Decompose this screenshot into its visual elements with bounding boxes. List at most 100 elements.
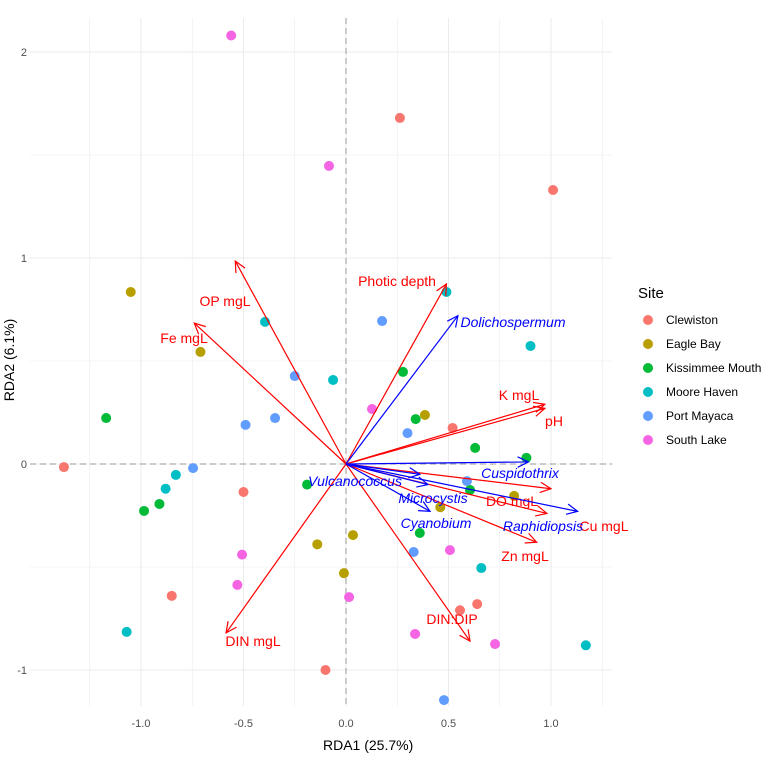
- env-arrow: [345, 407, 546, 465]
- env-arrowhead: [535, 505, 549, 517]
- species-label: Cuspidothrix: [481, 465, 560, 481]
- env-arrow: [345, 403, 546, 465]
- species-arrow: [345, 463, 420, 475]
- species-arrow: [345, 315, 459, 465]
- point-moore-haven: [476, 563, 487, 574]
- point-clewiston: [166, 590, 177, 601]
- point-clewiston: [394, 112, 405, 123]
- point-eagle-bay: [435, 502, 446, 513]
- env-arrowhead: [539, 481, 553, 494]
- species-arrowhead: [446, 314, 459, 328]
- point-clewiston: [238, 487, 249, 498]
- legend-label: Eagle Bay: [666, 337, 721, 351]
- point-south-lake: [410, 628, 421, 639]
- point-port-mayaca: [377, 316, 388, 327]
- legend-key: [643, 363, 653, 373]
- species-arrow: [345, 463, 429, 486]
- species-arrow: [345, 463, 578, 512]
- env-label: OP mgL: [199, 293, 250, 309]
- x-tick-label: 1.0: [543, 718, 558, 730]
- species-arrowhead: [408, 467, 422, 479]
- env-arrow: [345, 463, 471, 642]
- point-kissimmee-mouth: [154, 498, 165, 509]
- point-eagle-bay: [195, 346, 206, 357]
- point-eagle-bay: [312, 539, 323, 550]
- x-axis-label: RDA1 (25.7%): [323, 737, 413, 753]
- legend-label: Clewiston: [666, 313, 718, 327]
- species-label: Dolichospermum: [460, 314, 565, 330]
- y-tick-label: 2: [21, 47, 27, 59]
- env-label: K mgL: [499, 387, 540, 403]
- legend: Clewiston Eagle Bay Kissimmee Mouth Moore H…: [643, 313, 761, 447]
- env-arrow: [234, 260, 347, 465]
- x-tick-label: 0.0: [338, 718, 353, 730]
- point-port-mayaca: [270, 413, 281, 424]
- species-arrowhead: [517, 456, 530, 468]
- point-south-lake: [367, 403, 378, 414]
- legend-label: Port Mayaca: [666, 409, 734, 423]
- species-arrow: [345, 461, 529, 465]
- env-arrowhead: [225, 620, 237, 635]
- species-arrowhead: [416, 476, 430, 488]
- legend-key: [643, 387, 653, 397]
- point-port-mayaca: [402, 428, 413, 439]
- species-arrowhead: [418, 501, 432, 513]
- y-tick-label: 0: [21, 459, 27, 471]
- legend-key: [643, 411, 653, 421]
- point-south-lake: [344, 592, 355, 603]
- point-moore-haven: [580, 640, 591, 651]
- point-eagle-bay: [125, 286, 136, 297]
- x-tick-label: -0.5: [234, 718, 253, 730]
- species-label: Cyanobium: [401, 515, 472, 531]
- point-clewiston: [472, 599, 483, 610]
- env-arrowhead: [193, 322, 206, 335]
- point-south-lake: [444, 545, 455, 556]
- env-label: DIN mgL: [225, 633, 280, 649]
- point-moore-haven: [160, 483, 171, 494]
- point-south-lake: [323, 160, 334, 171]
- point-kissimmee-mouth: [470, 442, 481, 453]
- point-clewiston: [548, 185, 559, 196]
- legend-key: [643, 435, 653, 445]
- legend-key: [643, 315, 653, 325]
- point-kissimmee-mouth: [139, 505, 150, 516]
- species-label: Raphidiopsis: [503, 518, 583, 534]
- point-eagle-bay: [347, 530, 358, 541]
- point-south-lake: [490, 639, 501, 650]
- x-tick-label: 0.5: [441, 718, 456, 730]
- point-clewiston: [320, 665, 331, 675]
- legend-label: Moore Haven: [666, 385, 738, 399]
- point-kissimmee-mouth: [410, 414, 421, 425]
- env-label: pH: [545, 413, 563, 429]
- point-kissimmee-mouth: [101, 413, 112, 424]
- point-clewiston: [447, 422, 458, 433]
- env-label: Zn mgL: [501, 548, 549, 564]
- env-label: DIN:DIP: [426, 611, 477, 627]
- axis-ticks: -1.0 -0.5 0.0 0.5 1.0 -1 0 1 2: [17, 47, 558, 730]
- env-arrow: [193, 322, 347, 465]
- point-eagle-bay: [419, 409, 430, 420]
- point-moore-haven: [525, 340, 536, 351]
- env-label: Fe mgL: [160, 330, 208, 346]
- env-arrowhead: [532, 405, 547, 417]
- env-arrow: [225, 463, 347, 634]
- species-arrow: [345, 463, 431, 512]
- arrows: Photic depth OP mgL Fe mgL K mgL pH DO mgL Cu …: [160, 259, 629, 649]
- env-arrowhead: [234, 259, 246, 274]
- legend-key: [643, 339, 653, 349]
- species-label: Vulcanococcus: [308, 473, 402, 489]
- env-arrow: [345, 283, 447, 465]
- point-port-mayaca: [188, 463, 199, 474]
- grid: [30, 18, 612, 706]
- env-label: DO mgL: [486, 493, 538, 509]
- point-port-mayaca: [240, 419, 251, 430]
- point-kissimmee-mouth: [414, 528, 425, 539]
- env-arrowhead: [436, 282, 448, 296]
- legend-label: South Lake: [666, 433, 727, 447]
- point-south-lake: [232, 579, 243, 590]
- env-arrow: [345, 463, 552, 490]
- point-eagle-bay: [338, 568, 349, 579]
- env-label: Cu mgL: [579, 518, 628, 534]
